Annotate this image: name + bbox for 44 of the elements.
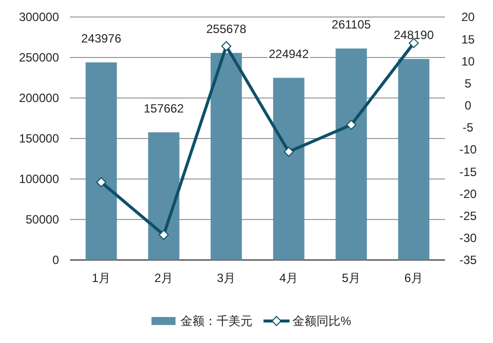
point: [221, 41, 232, 52]
y2-tick-label: 10: [461, 54, 475, 68]
data-label: 224942: [268, 46, 310, 61]
data-label: 261105: [332, 18, 372, 32]
y2-tick-label: -10: [459, 142, 477, 157]
x-tick-label: 4月: [279, 271, 298, 285]
point: [96, 177, 106, 188]
x-tick-label: 5月: [342, 271, 361, 285]
x-tick-label: 1月: [92, 271, 111, 285]
legend-label: 金额：千美元: [180, 314, 252, 328]
bar: [86, 62, 117, 260]
x-tick-label: 6月: [404, 271, 424, 285]
point: [346, 120, 356, 130]
y-tick-label: 300000: [18, 10, 60, 24]
y-tick-label: 100000: [18, 172, 60, 186]
y-tick-label: 200000: [18, 91, 60, 106]
point: [284, 146, 294, 157]
y2-tick-label: -5: [462, 120, 474, 135]
y2-tick-label: -15: [459, 164, 477, 179]
data-label: 157662: [144, 101, 184, 116]
data-label: 248190: [394, 28, 434, 42]
y2-tick-label: 15: [461, 32, 475, 46]
y-tick-label: 250000: [18, 50, 60, 65]
y2-tick-label: -35: [459, 253, 477, 268]
y2-tick-label: 5: [464, 76, 472, 90]
data-label: 255678: [206, 22, 247, 36]
y-tick-label: 50000: [26, 212, 60, 227]
y2-tick-label: 20: [461, 10, 475, 24]
bar: [273, 78, 304, 260]
y2-tick-label: -25: [459, 209, 477, 224]
point: [158, 230, 169, 240]
y-tick-label: 0: [52, 253, 60, 268]
x-tick-label: 3月: [216, 271, 236, 285]
y2-tick-label: -30: [459, 231, 477, 246]
bar: [398, 58, 430, 260]
x-tick-label: 2月: [154, 271, 174, 285]
y-tick-label: 150000: [18, 132, 60, 146]
bar: [210, 52, 242, 260]
legend-label: 金额同比%: [292, 314, 352, 328]
bar: [148, 132, 180, 260]
y2-tick-label: 0: [464, 98, 472, 113]
data-label: 243976: [81, 31, 122, 46]
y2-tick-label: -20: [459, 186, 477, 201]
bar: [336, 48, 367, 260]
